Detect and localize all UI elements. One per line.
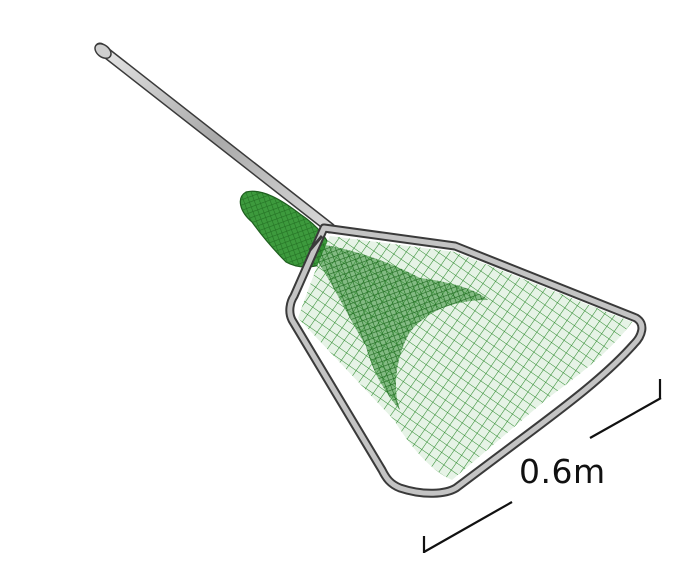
net-frame: [285, 223, 647, 498]
net-mesh: [298, 236, 632, 480]
scale-bar: [422, 379, 662, 553]
net-handle: [94, 42, 336, 234]
scale-bar-line-upper: [589, 397, 662, 439]
scale-bar-label: 0.6m: [519, 452, 606, 491]
scale-bar-line-lower: [423, 501, 513, 553]
